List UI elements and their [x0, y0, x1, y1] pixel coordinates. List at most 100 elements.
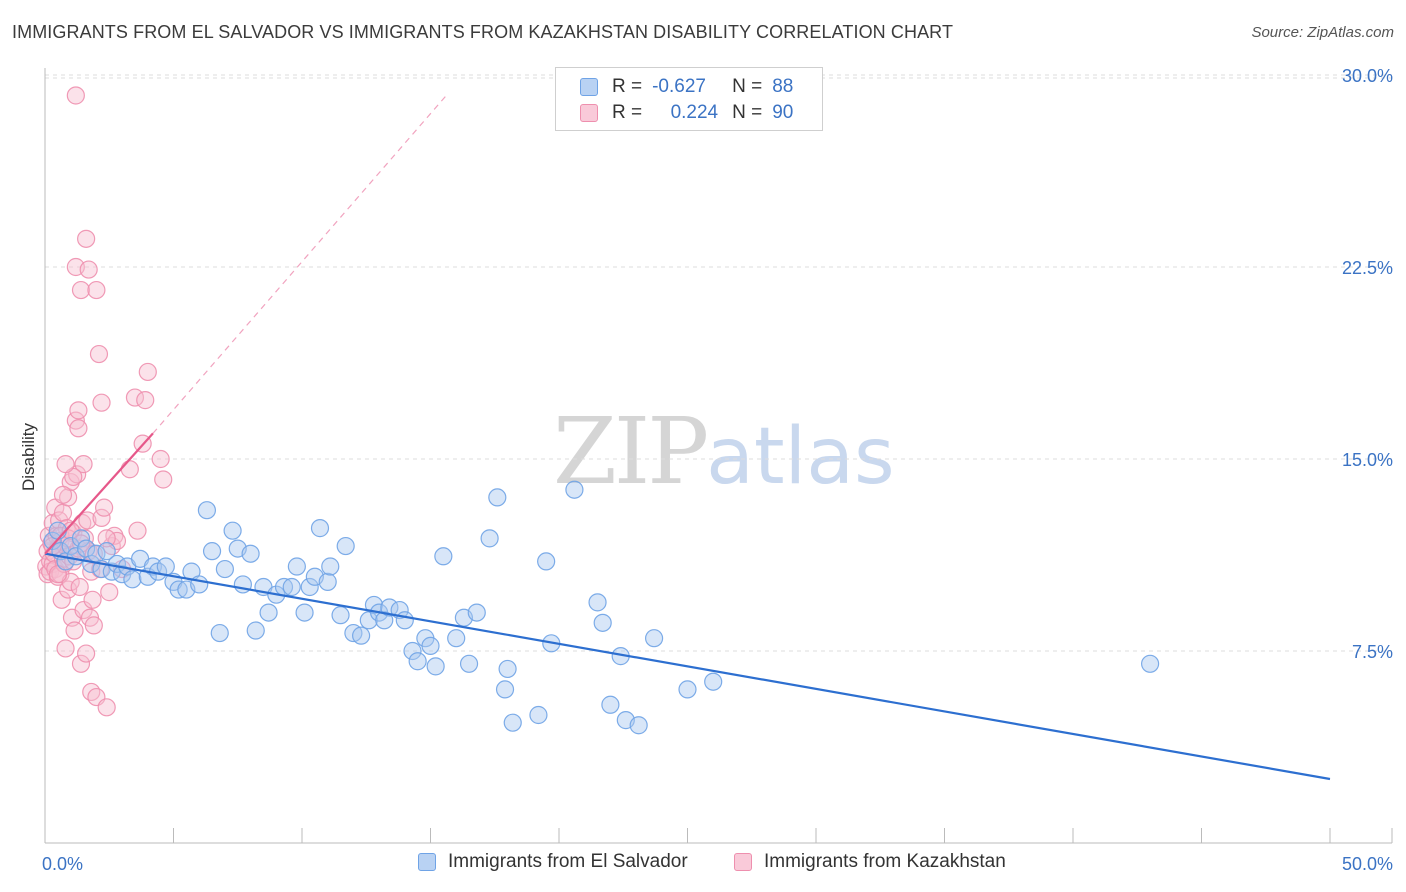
data-point-el-salvador [43, 531, 62, 551]
data-point-el-salvador [498, 659, 517, 679]
data-point-el-salvador [282, 577, 301, 597]
data-point-el-salvador [123, 570, 142, 589]
grid-lines [45, 74, 1392, 652]
legend-n-label: N = [732, 76, 763, 97]
source-label: Source: ZipAtlas.com [1251, 24, 1394, 41]
data-point-el-salvador [426, 657, 445, 676]
bottom-legend-label: Immigrants from Kazakhstan [764, 851, 1006, 872]
data-point-el-salvador [331, 606, 350, 625]
data-point-kazakhstan [95, 498, 114, 517]
data-point-el-salvador [215, 559, 234, 579]
data-point-el-salvador [156, 557, 175, 576]
data-point-el-salvador [300, 577, 319, 597]
data-point-kazakhstan [89, 344, 109, 364]
data-point-kazakhstan [53, 503, 73, 522]
data-point-el-salvador [310, 519, 330, 538]
data-point-kazakhstan [87, 280, 106, 300]
data-point-el-salvador [295, 603, 314, 622]
y-tick-label: 22.5% [1342, 258, 1393, 278]
watermark-atlas: atlas [706, 412, 895, 502]
axes [44, 68, 1393, 844]
chart-title: IMMIGRANTS FROM EL SALVADOR VS IMMIGRANT… [12, 22, 954, 42]
data-point-el-salvador [202, 542, 222, 561]
data-point-el-salvador [318, 572, 337, 591]
data-point-el-salvador [197, 501, 217, 520]
data-point-el-salvador [210, 623, 229, 643]
data-point-kazakhstan [71, 654, 91, 673]
data-point-kazakhstan [74, 455, 93, 474]
data-point-el-salvador [488, 488, 507, 507]
data-point-el-salvador [629, 716, 648, 735]
data-point-kazakhstan [77, 229, 96, 248]
data-point-el-salvador [97, 542, 116, 561]
data-point-kazakhstan [120, 460, 139, 479]
data-point-el-salvador [395, 611, 414, 630]
data-point-kazakhstan [78, 511, 97, 530]
legend-swatch-pink [580, 104, 598, 122]
bottom-legend-swatch-pink [734, 853, 752, 871]
data-point-el-salvador [503, 713, 522, 732]
legend-n-value: 88 [772, 76, 794, 97]
data-point-el-salvador [352, 626, 371, 645]
data-point-el-salvador [480, 529, 499, 548]
data-point-el-salvador [704, 672, 723, 691]
data-point-kazakhstan [151, 449, 170, 469]
data-point-kazakhstan [136, 391, 155, 410]
data-point-kazakhstan [71, 280, 91, 300]
data-point-el-salvador [61, 536, 80, 556]
data-point-kazakhstan [56, 455, 75, 474]
legend-r-value: 0.224 [670, 102, 719, 123]
data-point-kazakhstan [70, 577, 89, 597]
trend-line-kazakhstan-extension [152, 92, 449, 434]
data-point-el-salvador [565, 480, 584, 499]
data-point-el-salvador [71, 529, 91, 548]
axis-labels: 7.5% 15.0% 22.5% 30.0% 0.0% 50.0% Disability [19, 66, 1393, 874]
data-point-el-salvador [143, 557, 163, 576]
data-point-kazakhstan [82, 682, 101, 702]
data-point-el-salvador [48, 521, 67, 540]
data-point-el-salvador [601, 695, 620, 714]
legend-r-label: R = [612, 76, 643, 97]
data-point-el-salvador [336, 536, 355, 556]
correlation-legend: R = -0.627 N = 88 R = 0.224 N = 90 [555, 67, 823, 131]
y-tick-label: 7.5% [1352, 642, 1393, 662]
bottom-legend-el-salvador: Immigrants from El Salvador [418, 851, 688, 873]
x-tick-label: 0.0% [42, 854, 83, 874]
data-point-el-salvador [403, 641, 422, 661]
data-point-kazakhstan [138, 362, 157, 382]
bottom-legend-swatch-blue [418, 853, 436, 871]
series-el-salvador [43, 480, 1160, 735]
data-point-el-salvador [529, 705, 548, 725]
data-point-kazakhstan [52, 590, 71, 609]
data-point-el-salvador [408, 652, 427, 671]
data-point-el-salvador [241, 544, 260, 563]
y-tick-label: 15.0% [1342, 450, 1393, 470]
data-point-el-salvador [678, 680, 697, 699]
data-point-kazakhstan [154, 470, 173, 489]
y-tick-label: 30.0% [1342, 66, 1393, 86]
data-point-el-salvador [644, 629, 664, 648]
data-point-kazakhstan [100, 583, 119, 602]
data-point-el-salvador [421, 636, 440, 655]
y-axis-label: Disability [19, 422, 38, 491]
data-point-kazakhstan [84, 616, 103, 635]
legend-n-label: N = [732, 102, 763, 123]
data-point-kazakhstan [65, 621, 84, 640]
legend-row-kazakhstan: R = 0.224 N = 90 [580, 100, 793, 126]
data-point-el-salvador [459, 654, 479, 673]
data-point-el-salvador [593, 613, 612, 632]
data-point-kazakhstan [53, 485, 73, 504]
data-point-kazakhstan [59, 488, 78, 507]
legend-swatch-blue [580, 78, 598, 96]
bottom-legend-kazakhstan: Immigrants from Kazakhstan [734, 851, 1006, 873]
data-point-el-salvador [447, 629, 466, 648]
trend-line-kazakhstan [44, 432, 154, 555]
data-point-kazakhstan [61, 521, 80, 540]
data-point-el-salvador [246, 621, 265, 640]
data-point-kazakhstan [97, 529, 116, 548]
data-point-el-salvador [223, 521, 242, 540]
x-tick-label: 50.0% [1342, 854, 1393, 874]
data-point-kazakhstan [56, 639, 75, 658]
data-point-kazakhstan [66, 86, 85, 105]
data-point-kazakhstan [77, 644, 96, 663]
